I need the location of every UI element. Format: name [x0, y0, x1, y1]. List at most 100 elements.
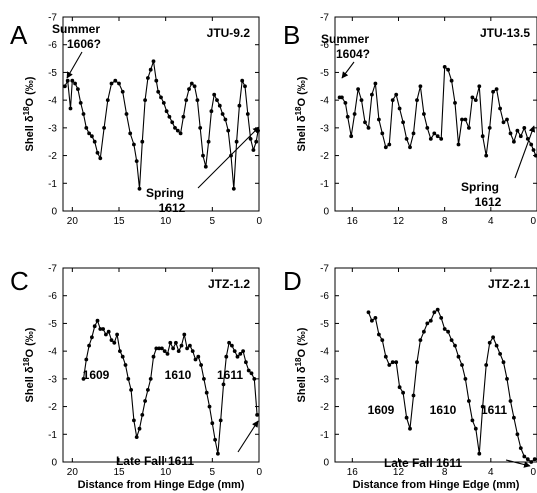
- data-point: [373, 81, 378, 86]
- data-point: [408, 426, 412, 431]
- data-point: [151, 354, 156, 359]
- data-point: [148, 67, 153, 72]
- data-point: [531, 148, 536, 152]
- data-point: [415, 98, 419, 102]
- data-point: [95, 318, 100, 323]
- x-tick-label: 20: [67, 216, 79, 227]
- data-point: [480, 134, 485, 139]
- data-point: [140, 413, 145, 417]
- data-point: [104, 332, 108, 337]
- data-point: [101, 327, 105, 331]
- data-point: [352, 112, 357, 116]
- series-line: [367, 308, 536, 462]
- data-point: [168, 340, 173, 345]
- y-tick-label: -7: [48, 264, 57, 275]
- x-tick-label: 10: [160, 216, 172, 227]
- data-point: [201, 153, 205, 158]
- series-line: [64, 61, 259, 189]
- data-point: [453, 343, 457, 348]
- data-point: [151, 59, 156, 64]
- data-point: [65, 78, 70, 83]
- data-point: [129, 388, 134, 392]
- data-point: [439, 137, 444, 141]
- data-point: [220, 112, 225, 116]
- data-point: [68, 106, 73, 111]
- data-point: [248, 137, 253, 141]
- x-tick-label: 8: [442, 216, 448, 227]
- data-point: [525, 457, 530, 462]
- data-point: [383, 354, 388, 359]
- data-point: [148, 377, 153, 381]
- data-point: [432, 131, 437, 136]
- data-point: [235, 354, 240, 359]
- x-axis-title: Distance from Hinge Edge (mm): [78, 479, 245, 491]
- data-point: [515, 128, 520, 133]
- sample-id: JTU-13.5: [480, 26, 530, 40]
- data-point: [160, 346, 164, 351]
- data-point: [237, 103, 242, 108]
- annotation: 1610: [165, 368, 192, 382]
- data-point: [387, 142, 392, 147]
- annotation-arrow: [66, 51, 83, 79]
- data-point: [505, 377, 509, 381]
- data-point: [218, 418, 223, 423]
- data-point: [428, 137, 433, 141]
- data-point: [84, 357, 89, 362]
- data-point: [359, 98, 364, 102]
- y-axis-title: Shell δ18O (‰): [22, 327, 37, 402]
- data-point: [137, 186, 142, 191]
- y-tick-label: -4: [320, 96, 329, 107]
- data-point: [226, 128, 231, 133]
- annotation: Summer: [321, 32, 369, 46]
- data-point: [182, 332, 187, 337]
- sample-id: JTU-9.2: [207, 26, 251, 40]
- x-tick-label: 16: [347, 216, 359, 227]
- data-point: [95, 150, 100, 155]
- data-point: [84, 126, 89, 130]
- data-point: [404, 137, 409, 141]
- data-point: [243, 84, 247, 89]
- data-point: [470, 418, 475, 423]
- y-tick-label: -3: [320, 123, 329, 134]
- data-point: [439, 316, 444, 320]
- y-tick-label: -6: [48, 40, 57, 51]
- data-point: [212, 92, 217, 97]
- data-point: [126, 377, 131, 381]
- x-tick-label: 4: [488, 216, 494, 227]
- data-point: [215, 98, 219, 102]
- data-point: [73, 81, 77, 86]
- y-tick-label: -6: [320, 40, 329, 51]
- data-point: [178, 131, 183, 136]
- data-point: [128, 131, 133, 136]
- data-point: [187, 87, 191, 91]
- plot-frame: [62, 267, 260, 463]
- panel-a: -7 -6 -5 -4 -3 -2 -1 0 20 15 10 5 0 Shell δ18O (‰) A JT…: [10, 13, 262, 228]
- annotation-arrow: [505, 459, 531, 468]
- data-point: [494, 87, 499, 91]
- data-point: [171, 346, 176, 351]
- data-point: [484, 363, 489, 367]
- data-point: [207, 404, 212, 409]
- data-point: [390, 98, 395, 102]
- data-point: [213, 437, 218, 442]
- data-point: [87, 131, 91, 136]
- annotation: Spring: [146, 186, 184, 200]
- annotation: Summer: [52, 22, 100, 36]
- data-point: [216, 451, 220, 456]
- data-point: [522, 126, 527, 130]
- y-tick-label: -2: [320, 151, 329, 162]
- data-point: [120, 354, 125, 359]
- data-point: [124, 112, 129, 116]
- panel-label: A: [10, 20, 28, 50]
- data-point: [209, 109, 214, 114]
- data-point: [343, 101, 348, 105]
- y-tick-label: -6: [320, 291, 329, 302]
- data-point: [518, 134, 523, 139]
- data-point: [463, 117, 468, 122]
- data-point: [190, 349, 195, 353]
- y-tick-label: 0: [323, 207, 329, 218]
- data-point: [415, 360, 419, 365]
- data-point: [425, 321, 430, 326]
